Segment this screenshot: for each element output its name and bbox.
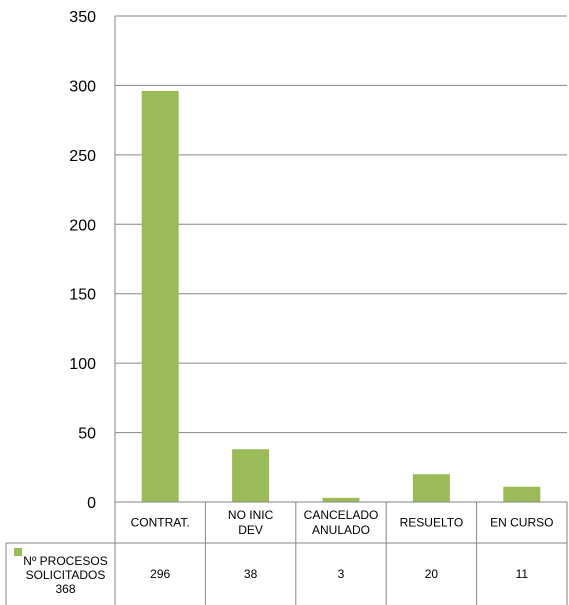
x-category-label: EN CURSO [490, 516, 553, 530]
bar [322, 497, 360, 502]
y-axis-tick-labels: 0 50 100 150 200 250 300 350 [69, 9, 96, 512]
x-category-label: NO INIC DEV [228, 508, 274, 537]
bars [141, 90, 541, 503]
data-label: 38 [244, 567, 258, 581]
x-category-label: RESUELTO [400, 516, 464, 530]
legend-series-name: Nº PROCESOS SOLICITADOS 368 [23, 554, 107, 596]
x-category-label: CANCELADO ANULADO [304, 508, 379, 537]
data-label: 11 [516, 567, 529, 581]
y-tick-label: 100 [69, 356, 96, 373]
data-table: CONTRAT. NO INIC DEV CANCELADO ANULADO RESUEL… [5, 501, 568, 605]
y-tick-label: 0 [87, 495, 96, 512]
bar [232, 449, 270, 502]
bar [412, 474, 450, 502]
bar [503, 486, 541, 502]
y-tick-label: 250 [69, 148, 96, 165]
legend-swatch [14, 548, 22, 556]
y-tick-label: 300 [69, 78, 96, 95]
y-tick-label: 200 [69, 217, 96, 234]
y-tick-label: 50 [78, 426, 96, 443]
y-tick-label: 350 [69, 9, 96, 26]
y-tick-label: 150 [69, 287, 96, 304]
data-label: 3 [338, 567, 345, 581]
data-label: 296 [150, 567, 170, 581]
bar [141, 90, 179, 503]
data-label: 20 [425, 567, 439, 581]
gridlines [115, 15, 567, 434]
x-category-label: CONTRAT. [131, 516, 190, 530]
